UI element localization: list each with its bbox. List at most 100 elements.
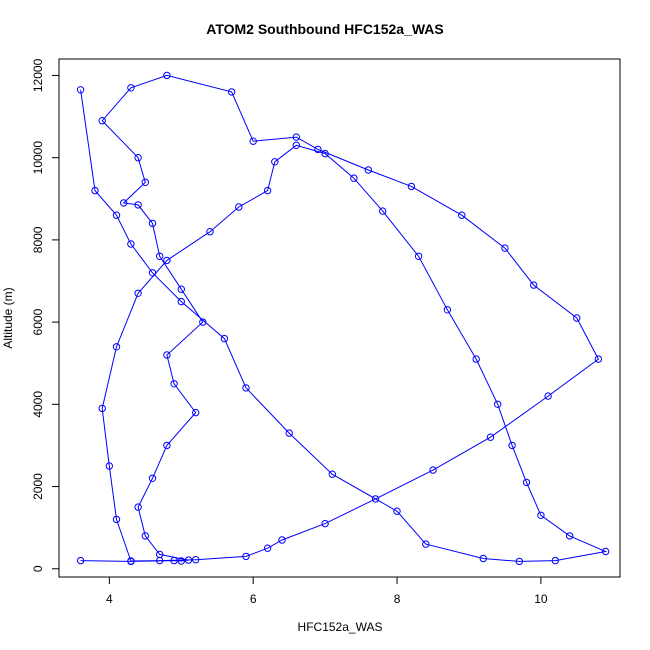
x-tick-label: 6 <box>250 592 257 606</box>
data-point <box>76 556 85 565</box>
data-point <box>393 507 401 515</box>
data-point <box>292 133 300 141</box>
y-axis-label: Altitude (m) <box>1 287 15 348</box>
data-point <box>278 536 286 544</box>
data-point <box>112 211 121 219</box>
data-point <box>192 408 200 417</box>
data-point <box>508 441 516 450</box>
data-point <box>443 306 452 314</box>
data-point <box>170 556 178 565</box>
data-point <box>98 117 106 125</box>
y-tick-label: 10000 <box>31 141 45 175</box>
data-point <box>328 470 336 478</box>
data-point <box>522 478 531 487</box>
data-point <box>292 141 300 150</box>
data-point <box>321 519 329 528</box>
data-point <box>414 252 423 260</box>
data-point <box>134 201 142 209</box>
series-layer <box>76 71 610 566</box>
data-point <box>206 228 214 236</box>
data-point <box>479 554 487 563</box>
data-point <box>163 441 171 450</box>
data-point <box>573 314 581 322</box>
data-point <box>170 380 178 388</box>
data-point <box>105 462 114 470</box>
data-point <box>594 355 603 363</box>
data-point <box>156 556 164 565</box>
data-point <box>220 334 229 343</box>
data-point <box>134 289 142 297</box>
data-point <box>148 219 157 228</box>
x-tick-label: 10 <box>534 592 548 606</box>
data-point <box>371 495 380 503</box>
data-point <box>285 429 293 437</box>
data-point <box>530 281 538 289</box>
data-point <box>91 186 99 195</box>
data-point <box>141 178 150 187</box>
data-point <box>407 182 416 191</box>
data-point <box>472 355 480 363</box>
data-point <box>501 244 509 252</box>
data-point <box>127 84 135 92</box>
data-point <box>184 556 193 564</box>
data-point <box>544 392 552 400</box>
data-point <box>177 297 186 306</box>
data-point <box>551 556 559 565</box>
data-point <box>141 532 150 540</box>
data-point <box>566 532 574 540</box>
data-point <box>156 252 164 260</box>
data-point <box>134 154 142 162</box>
data-point <box>242 552 250 561</box>
data-point <box>192 556 200 564</box>
data-point <box>148 269 157 277</box>
data-point <box>422 540 430 548</box>
data-point <box>112 343 121 351</box>
y-tick-label: 2000 <box>31 473 45 500</box>
series-line <box>80 74 608 562</box>
data-point <box>486 433 495 441</box>
x-axis: 4 6 8 10 <box>106 576 548 606</box>
data-point <box>601 547 610 556</box>
data-point <box>537 511 545 519</box>
data-point <box>314 145 322 154</box>
y-tick-label: 0 <box>31 565 45 572</box>
data-point <box>364 166 372 174</box>
y-tick-label: 12000 <box>31 58 45 92</box>
data-point <box>98 404 106 413</box>
chart-title: ATOM2 Southbound HFC152a_WAS <box>206 21 444 37</box>
data-point <box>263 544 272 552</box>
x-tick-label: 8 <box>394 592 401 606</box>
plot-frame <box>58 58 621 578</box>
data-point <box>76 86 85 94</box>
x-tick-label: 4 <box>106 592 113 606</box>
data-point <box>112 515 121 524</box>
data-point <box>163 71 171 80</box>
data-point <box>515 557 523 566</box>
data-point <box>148 474 157 482</box>
data-point <box>199 318 207 326</box>
data-point <box>163 351 171 359</box>
data-point <box>350 174 358 182</box>
data-point <box>429 466 437 474</box>
data-point <box>177 557 186 565</box>
data-point <box>271 158 279 166</box>
data-point <box>458 211 466 219</box>
data-point <box>263 186 272 195</box>
data-point <box>127 557 135 565</box>
y-tick-label: 4000 <box>31 391 45 418</box>
data-point <box>177 285 186 293</box>
y-tick-label: 8000 <box>31 226 45 253</box>
x-axis-label: HFC152a_WAS <box>298 620 383 634</box>
data-point <box>321 149 329 158</box>
data-point <box>127 240 135 248</box>
y-tick-label: 6000 <box>31 308 45 335</box>
data-point <box>242 384 250 392</box>
data-point <box>494 400 502 408</box>
data-point <box>249 137 257 145</box>
data-point <box>134 503 142 511</box>
y-axis: 0 2000 4000 6000 8000 10000 12000 <box>31 58 60 572</box>
data-point <box>120 199 128 207</box>
data-point <box>235 203 243 211</box>
